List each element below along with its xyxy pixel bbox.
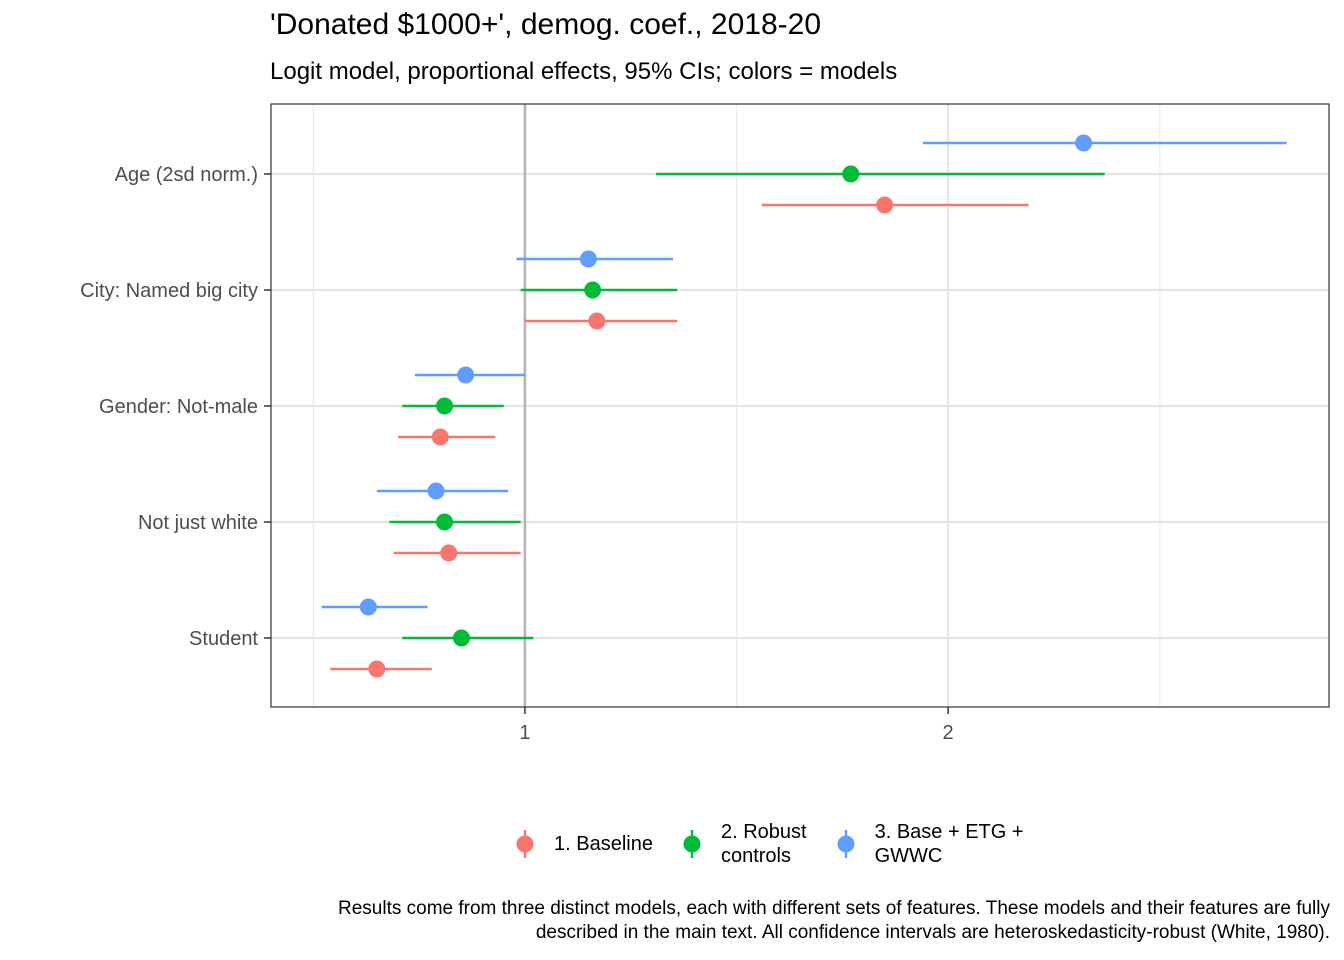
legend-key-glyph <box>516 830 534 858</box>
dot-whisker-chart: Age (2sd norm.) City: Named big city Gende… <box>80 103 1330 744</box>
point-estimate <box>452 629 470 647</box>
legend-key-point <box>683 835 701 853</box>
legend-key-glyph <box>837 830 855 858</box>
y-tick-label: Student <box>189 628 258 650</box>
y-tick-label: Gender: Not-male <box>99 396 258 418</box>
legend-item-etg: 3. Base + ETG + GWWC <box>829 820 1024 868</box>
chart-title: 'Donated $1000+', demog. coef., 2018-20 <box>270 8 822 41</box>
legend-label: 2. Robust controls <box>720 821 807 867</box>
legend-key-robust <box>675 824 709 864</box>
chart-subtitle: Logit model, proportional effects, 95% C… <box>270 58 898 85</box>
caption: Results come from three distinct models,… <box>30 897 1330 945</box>
x-tick-label: 2 <box>943 722 954 744</box>
point-estimate <box>457 366 475 384</box>
point-estimate <box>876 196 894 214</box>
caption-line-2: described in the main text. All confiden… <box>535 922 1330 943</box>
point-estimate <box>436 513 454 531</box>
point-estimate <box>359 598 377 616</box>
point-estimate <box>436 397 454 415</box>
legend-key-etg <box>829 824 863 864</box>
y-tick-label: Not just white <box>138 512 258 534</box>
legend-key-baseline <box>508 824 542 864</box>
point-estimate <box>440 544 458 562</box>
legend-key-point <box>516 835 534 853</box>
x-tick-label: 1 <box>519 722 530 744</box>
point-estimate <box>368 660 386 678</box>
point-estimate <box>584 281 602 299</box>
y-tick-label: City: Named big city <box>80 280 258 302</box>
legend-label: 3. Base + ETG + GWWC <box>874 821 1024 867</box>
point-estimate <box>579 250 597 268</box>
caption-line-1: Results come from three distinct models,… <box>338 898 1330 919</box>
point-estimate <box>1075 134 1093 152</box>
legend-item-baseline: 1. Baseline <box>508 820 653 868</box>
legend: 1. Baseline 2. Robust controls 3. Base +… <box>508 820 1046 868</box>
legend-item-robust: 2. Robust controls <box>675 820 807 868</box>
point-estimate <box>427 482 445 500</box>
point-estimate <box>842 165 860 183</box>
legend-key-glyph <box>683 830 701 858</box>
legend-key-point <box>837 835 855 853</box>
legend-label: 1. Baseline <box>554 833 653 855</box>
point-estimate <box>588 312 606 330</box>
point-estimate <box>431 428 449 446</box>
y-tick-label: Age (2sd norm.) <box>115 164 258 186</box>
